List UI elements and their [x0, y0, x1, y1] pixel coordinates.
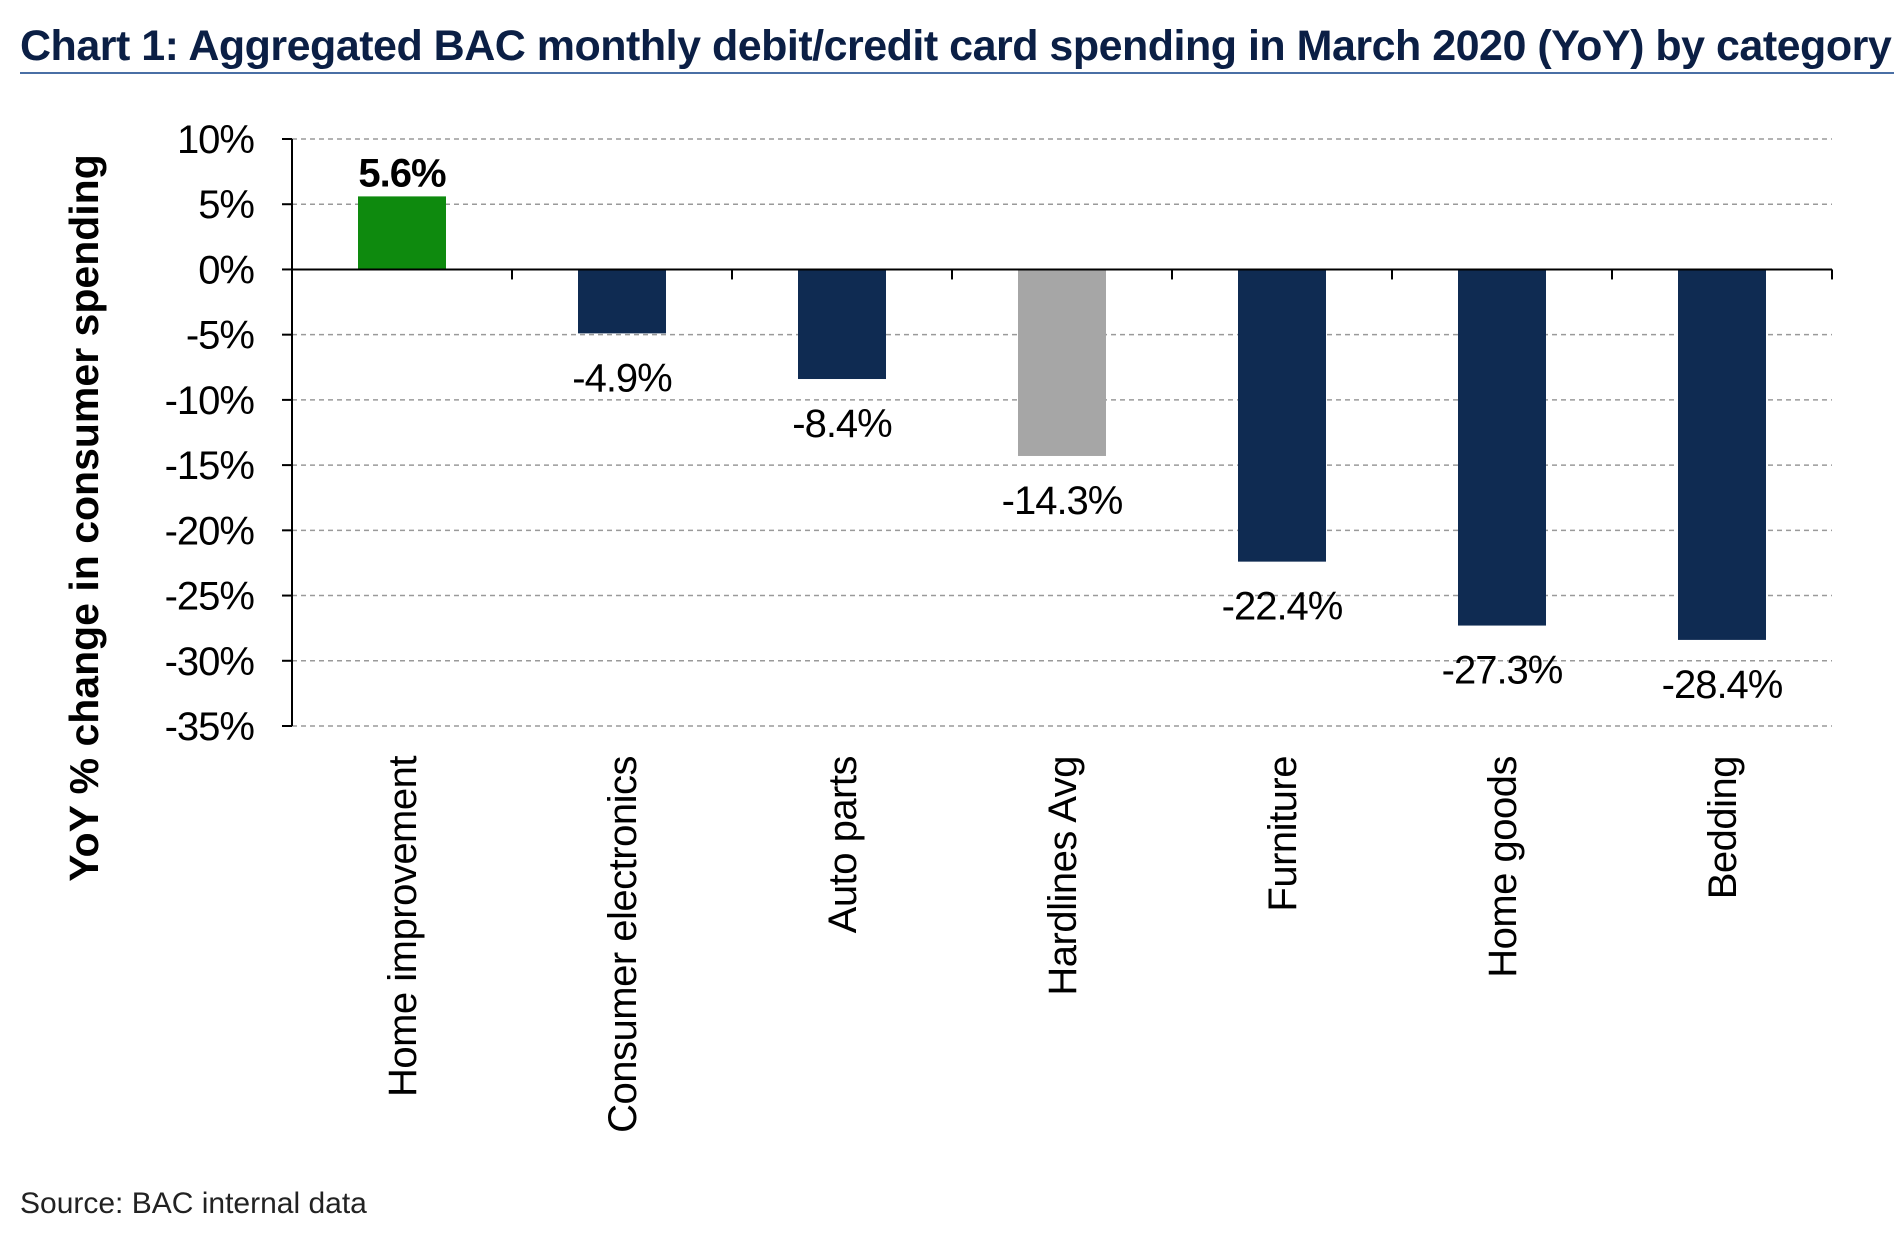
category-label: Auto parts	[821, 756, 865, 933]
data-label: -14.3%	[1002, 479, 1123, 523]
bar	[1238, 269, 1326, 562]
data-label: -28.4%	[1662, 663, 1783, 707]
data-label: -8.4%	[792, 402, 892, 446]
y-tick-label: -25%	[165, 575, 255, 619]
data-label: -27.3%	[1442, 649, 1563, 693]
category-label: Consumer electronics	[601, 756, 645, 1133]
y-tick-label: -35%	[165, 705, 255, 749]
category-label: Home improvement	[381, 756, 425, 1097]
bar	[798, 269, 886, 380]
y-tick-label: 10%	[177, 118, 254, 162]
y-tick-label: -5%	[186, 314, 255, 358]
y-axis-title: YoY % change in consumer spending	[61, 154, 107, 882]
category-label: Furniture	[1261, 756, 1305, 912]
y-tick-label: 5%	[198, 183, 254, 227]
data-label: -4.9%	[572, 356, 672, 400]
y-tick-label: -10%	[165, 379, 255, 423]
axes	[282, 138, 1833, 727]
bar	[1018, 269, 1106, 456]
category-label: Bedding	[1701, 756, 1745, 899]
chart-title: Chart 1: Aggregated BAC monthly debit/cr…	[20, 22, 1892, 70]
bars	[358, 196, 1766, 640]
labels: 10% 5% 0% -5% -10% -15% -20% -25% -30% -35% 5.6% Ho…	[165, 118, 1784, 1133]
title-divider	[20, 72, 1894, 74]
category-label: Home goods	[1481, 756, 1525, 978]
data-label: -22.4%	[1222, 585, 1343, 629]
bar	[1678, 269, 1766, 640]
y-tick-label: -20%	[165, 509, 255, 553]
bar	[578, 269, 666, 334]
y-tick-label: -15%	[165, 444, 255, 488]
bar	[358, 196, 446, 270]
y-tick-label: -30%	[165, 640, 255, 684]
data-label: 5.6%	[358, 151, 446, 195]
category-label: Hardlines Avg	[1041, 756, 1085, 996]
source-note: Source: BAC internal data	[20, 1187, 367, 1220]
y-tick-label: 0%	[198, 248, 254, 292]
bar	[1458, 269, 1546, 626]
bar-chart: 10% 5% 0% -5% -10% -15% -20% -25% -30% -35% 5.6% Ho…	[61, 118, 1833, 1133]
